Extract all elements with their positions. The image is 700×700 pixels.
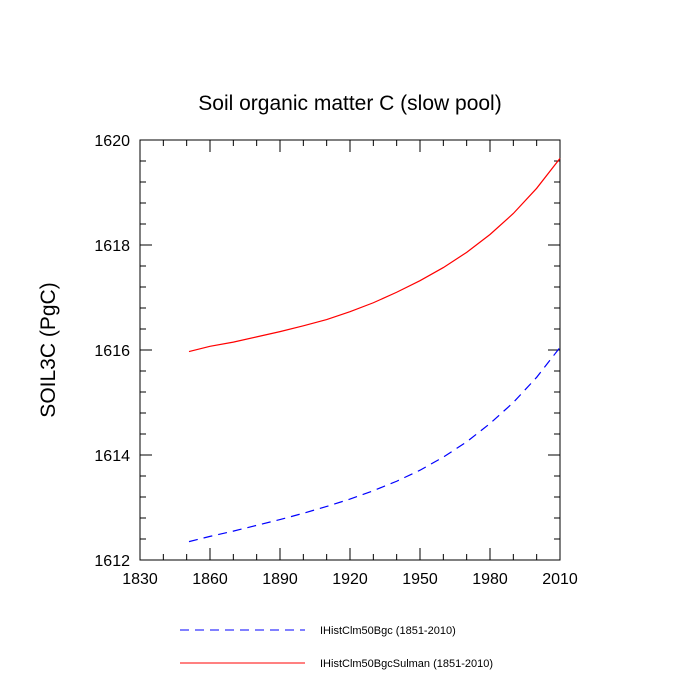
series-line xyxy=(188,347,561,543)
x-tick-label: 1890 xyxy=(262,571,298,588)
series-line xyxy=(188,158,561,353)
x-tick-label: 1920 xyxy=(332,571,368,588)
x-tick-label: 1950 xyxy=(402,571,438,588)
y-tick-label: 1618 xyxy=(94,238,130,255)
legend-label: IHistClm50BgcSulman (1851-2010) xyxy=(320,658,493,670)
plot-frame xyxy=(139,139,561,561)
x-tick-label: 1830 xyxy=(122,571,158,588)
x-tick-label: 2010 xyxy=(542,571,578,588)
x-tick-label: 1860 xyxy=(192,571,228,588)
y-tick-label: 1616 xyxy=(94,343,130,360)
chart-title: Soil organic matter C (slow pool) xyxy=(198,92,501,115)
y-axis-label: SOIL3C (PgC) xyxy=(37,282,60,417)
legend-label: IHistClm50Bgc (1851-2010) xyxy=(320,625,456,637)
x-tick-label: 1980 xyxy=(472,571,508,588)
y-tick-label: 1612 xyxy=(94,553,130,570)
y-tick-label: 1614 xyxy=(94,448,130,465)
series-lines xyxy=(188,158,561,543)
axis-ticks: 1830 1860 1890 1920 1950 1980 2010 1612 1614 1616… xyxy=(94,133,577,588)
legend: IHistClm50Bgc (1851-2010) IHistClm50BgcSu… xyxy=(180,625,493,670)
y-tick-label: 1620 xyxy=(94,133,130,150)
